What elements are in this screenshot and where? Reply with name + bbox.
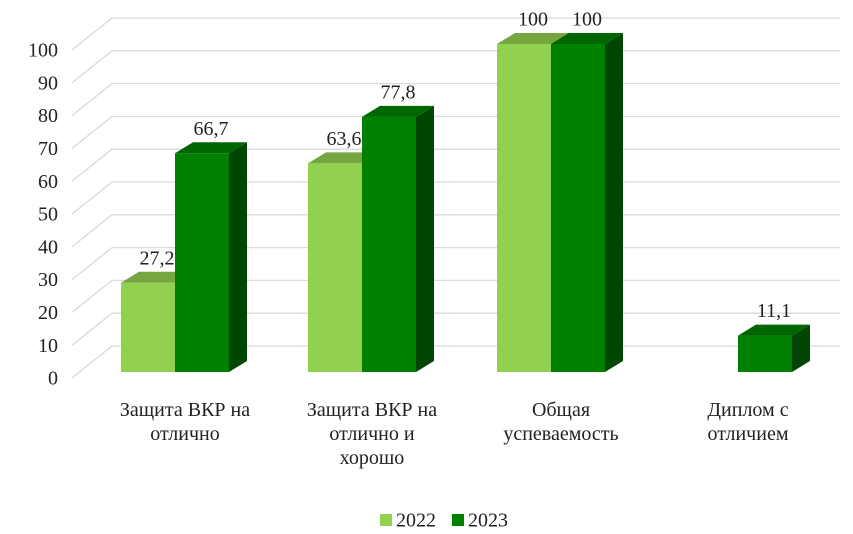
data-label: 100 (572, 9, 602, 31)
bar-side (229, 142, 247, 372)
grid-line (71, 115, 840, 149)
y-tick-label: 0 (48, 368, 58, 390)
y-tick-label: 40 (38, 236, 58, 258)
bar (362, 116, 416, 372)
data-label: 27,2 (140, 247, 175, 269)
bar-side (416, 105, 434, 372)
bar-top (551, 33, 623, 44)
bar-top (738, 324, 810, 336)
bar (497, 44, 551, 372)
bar (308, 163, 362, 372)
bar (121, 282, 175, 372)
bar (738, 335, 792, 372)
x-tick-label: Общая успеваемость (503, 399, 619, 445)
y-tick-label: 50 (38, 204, 58, 226)
y-tick-label: 80 (38, 105, 58, 127)
bar-top (362, 105, 434, 117)
x-tick-label: Защита ВКР на отлично и хорошо (306, 399, 438, 469)
y-tick-label: 90 (38, 72, 58, 94)
grid-line (71, 17, 840, 51)
legend-swatch (452, 514, 464, 526)
y-tick-label: 10 (38, 335, 58, 357)
grid-line (71, 82, 840, 117)
bar-top (175, 142, 247, 154)
y-tick-label: 60 (38, 171, 58, 193)
y-tick-label: 30 (38, 269, 58, 291)
bar (551, 44, 605, 372)
y-tick-label: 20 (38, 302, 58, 324)
legend-label: 2023 (468, 510, 508, 532)
bar (175, 153, 229, 372)
data-label: 66,7 (194, 118, 229, 140)
y-tick-label: 70 (38, 138, 58, 160)
x-tick-label: Диплом с отличием (707, 399, 789, 445)
x-tick-label: Защита ВКР на отлично (119, 399, 251, 445)
legend-swatch (380, 514, 392, 526)
y-tick-label: 100 (28, 40, 58, 62)
bar-top (497, 33, 569, 44)
legend-label: 2022 (396, 510, 436, 532)
data-label: 63,6 (327, 128, 362, 150)
grid-line (71, 50, 840, 84)
data-label: 100 (518, 9, 548, 31)
bar-side (605, 33, 623, 372)
data-label: 77,8 (381, 81, 416, 103)
data-label: 11,1 (757, 300, 791, 322)
bar-side (792, 324, 810, 372)
